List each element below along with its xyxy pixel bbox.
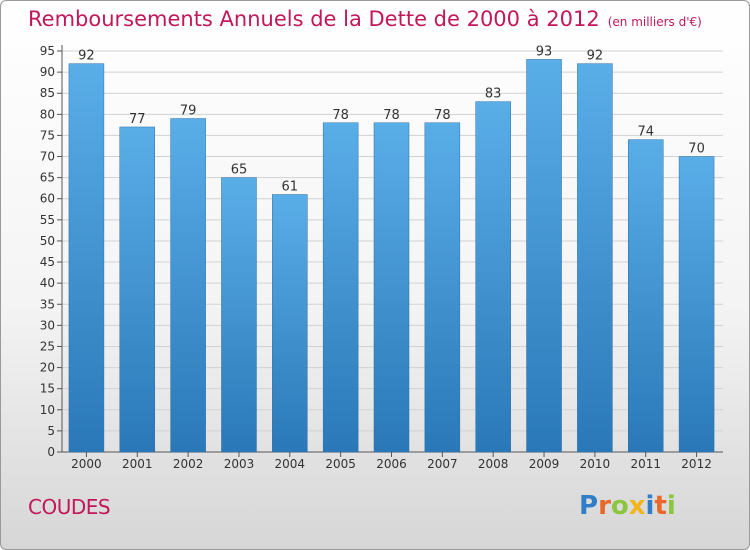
data-labels: 92 77 79 65 61 78 78 78 83 93 92 74 70 — [78, 44, 705, 194]
bar — [424, 122, 461, 453]
logo-letter: r — [598, 491, 611, 521]
x-tick-label: 2010 — [580, 457, 611, 471]
data-label: 74 — [637, 125, 654, 140]
x-tick-label: 2004 — [275, 457, 306, 471]
x-tick-label: 2002 — [173, 457, 204, 471]
y-tick-label: 85 — [40, 86, 55, 100]
y-tick-label: 15 — [40, 382, 55, 396]
logo-letter: o — [610, 491, 629, 521]
y-tick-label: 50 — [40, 234, 55, 248]
y-tick-label: 0 — [47, 445, 55, 459]
y-tick-label: 90 — [40, 65, 55, 79]
y-tick-label: 55 — [40, 213, 55, 227]
data-label: 78 — [332, 108, 349, 123]
data-label: 92 — [587, 49, 604, 64]
x-tick-label: 2003 — [224, 457, 255, 471]
chart-title: Remboursements Annuels de la Dette de 20… — [28, 7, 702, 31]
place-name: COUDES — [28, 495, 111, 519]
x-tick-label: 2001 — [122, 457, 153, 471]
y-tick-label: 80 — [40, 107, 55, 121]
logo-letter: P — [579, 491, 599, 521]
title-text: Remboursements Annuels de la Dette de 20… — [28, 7, 600, 31]
bar — [526, 59, 562, 453]
bar — [577, 63, 613, 453]
y-tick-label: 70 — [40, 150, 55, 164]
data-label: 92 — [78, 49, 95, 64]
bar — [272, 194, 308, 453]
bar — [627, 139, 664, 453]
x-tick-label: 2009 — [529, 457, 560, 471]
x-tick-label: 2012 — [681, 457, 712, 471]
logo-letter: i — [666, 491, 676, 521]
bar — [475, 101, 511, 453]
y-tick-label: 10 — [40, 403, 55, 417]
bar-chart: 0 5 10 15 20 25 30 35 40 45 50 55 60 65 70 75 80 85 90 95 2… — [40, 44, 723, 471]
bar — [322, 122, 359, 453]
x-tick-label: 2005 — [325, 457, 356, 471]
logo-letter: i — [645, 491, 655, 521]
y-tick-label: 30 — [40, 318, 55, 332]
logo-letter: t — [654, 491, 667, 521]
x-tick-label: 2006 — [376, 457, 407, 471]
data-label: 83 — [485, 87, 502, 102]
y-tick-labels: 0 5 10 15 20 25 30 35 40 45 50 55 60 65 70 75 80 85 90 95 — [40, 44, 55, 459]
data-label: 61 — [282, 180, 299, 195]
proxiti-logo[interactable]: Proxiti — [579, 491, 676, 521]
chart-subtitle: (en milliers d'€) — [607, 15, 702, 29]
bar — [373, 122, 410, 453]
bar — [221, 177, 257, 453]
bar — [68, 63, 105, 453]
x-tick-label: 2007 — [427, 457, 458, 471]
bars — [68, 59, 715, 453]
data-label: 93 — [536, 44, 553, 59]
y-tick-label: 65 — [40, 171, 55, 185]
bar — [170, 118, 206, 453]
y-tick-label: 25 — [40, 339, 55, 353]
y-tick-label: 20 — [40, 361, 55, 375]
y-tick-label: 45 — [40, 255, 55, 269]
data-label: 78 — [383, 108, 400, 123]
bar — [678, 156, 715, 453]
data-label: 70 — [688, 142, 705, 157]
x-tick-label: 2011 — [630, 457, 661, 471]
x-tick-labels: 2000 2001 2002 2003 2004 2005 2006 2007 2008 2009… — [71, 457, 712, 471]
data-label: 65 — [231, 163, 248, 178]
y-tick-label: 35 — [40, 297, 55, 311]
bar — [119, 126, 156, 453]
data-label: 77 — [129, 112, 146, 127]
data-label: 78 — [434, 108, 451, 123]
y-tick-label: 5 — [47, 424, 55, 438]
data-label: 79 — [180, 104, 197, 119]
y-tick-label: 95 — [40, 44, 55, 58]
x-tick-label: 2000 — [71, 457, 102, 471]
y-tick-label: 75 — [40, 128, 55, 142]
y-tick-label: 60 — [40, 192, 55, 206]
logo-letter: x — [628, 491, 646, 521]
y-tick-label: 40 — [40, 276, 55, 290]
x-tick-label: 2008 — [478, 457, 509, 471]
